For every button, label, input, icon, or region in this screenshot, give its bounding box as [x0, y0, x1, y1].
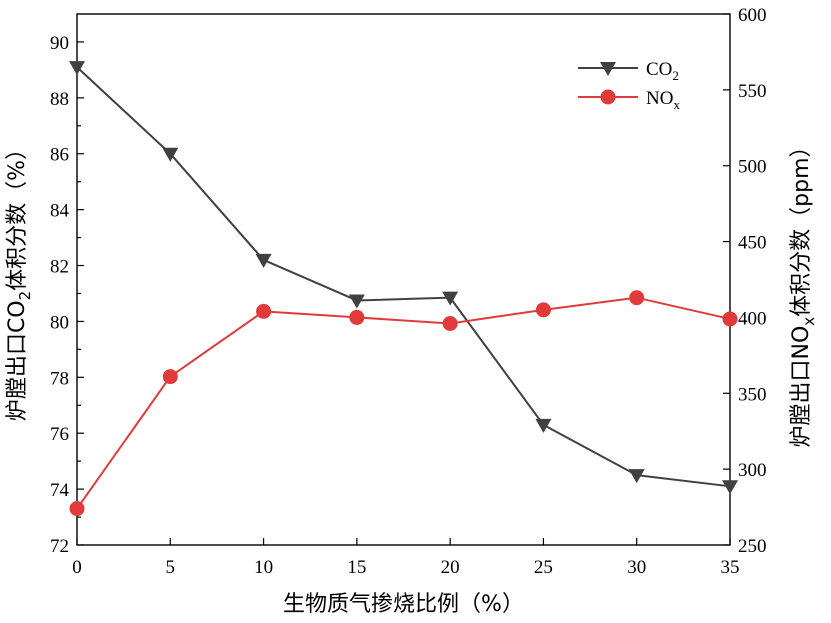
y-right-tick-label: 500: [738, 157, 767, 178]
data-point: [535, 302, 551, 318]
x-tick-label: 15: [347, 557, 366, 578]
data-point: [349, 309, 365, 325]
x-tick-label: 10: [254, 557, 273, 578]
legend-label-sub: 2: [672, 68, 679, 83]
data-point: [162, 369, 178, 385]
data-point: [69, 61, 85, 76]
y-right-tick-label: 250: [738, 536, 767, 557]
y-left-axis-title-subscript: 2: [16, 291, 34, 301]
legend-label-sub: x: [673, 97, 680, 112]
data-point: [348, 294, 365, 309]
y-left-tick-label: 72: [50, 536, 69, 557]
y-right-tick-label: 600: [738, 5, 767, 26]
data-point: [69, 501, 85, 517]
y-right-axis-title: 炉膛出口NOx体积分数（ppm）: [789, 135, 818, 447]
y-right-axis-title-subscript: x: [800, 317, 818, 326]
series-group: [69, 61, 738, 517]
y-left-axis-title-part-1: 炉膛出口CO: [5, 300, 30, 421]
series-line: [76, 296, 731, 510]
y-left-tick-label: 84: [50, 201, 70, 222]
legend-marker: [600, 89, 616, 105]
y-left-tick-label: 76: [50, 424, 69, 445]
legend: CO2 NOx: [578, 59, 680, 112]
data-point: [722, 480, 738, 495]
axis-titles: 生物质气掺烧比例（%） 炉膛出口CO2体积分数（%） 炉膛出口NOx体积分数（ppm…: [5, 135, 818, 617]
x-tick-label: 25: [534, 557, 553, 578]
legend-label: NOx: [646, 88, 680, 112]
data-point: [628, 469, 645, 484]
data-point: [442, 291, 459, 306]
y-right-axis-title-part-1: 炉膛出口NO: [789, 326, 814, 448]
y-left-axis-title: 炉膛出口CO2体积分数（%）: [5, 138, 34, 421]
data-point: [442, 315, 458, 331]
x-tick-label: 20: [441, 557, 460, 578]
legend-label-base: NO: [646, 88, 673, 109]
y-right-tick-label: 550: [738, 81, 767, 102]
data-point: [722, 311, 738, 327]
y-left-tick-label: 86: [50, 145, 69, 166]
y-right-tick-label: 300: [738, 460, 767, 481]
y-left-tick-label: 74: [50, 480, 70, 501]
series-co2: [69, 61, 738, 495]
axes-group: 0 5 10 15 20 25 30 35 72 74 76 78 80 82 84 86 88 90 250 300…: [50, 5, 767, 578]
plot-frame: [76, 13, 731, 546]
y-left-tick-label: 78: [50, 368, 69, 389]
x-tick-label: 0: [72, 557, 82, 578]
series-nox: [69, 290, 738, 517]
data-point: [162, 147, 179, 162]
y-right-tick-label: 350: [738, 384, 767, 405]
y-right-tick-label: 400: [738, 308, 767, 329]
y-right-axis-title-part-2: 体积分数（ppm）: [789, 135, 814, 316]
x-axis-title: 生物质气掺烧比例（%）: [283, 592, 524, 617]
data-point: [535, 418, 552, 433]
data-point: [255, 253, 272, 268]
legend-marker: [600, 62, 616, 76]
y-right-tick-label: 450: [738, 233, 767, 254]
x-tick-label: 5: [166, 557, 176, 578]
y-left-axis-title-part-2: 体积分数（%）: [5, 138, 30, 291]
y-left-tick-label: 90: [50, 33, 69, 54]
y-left-tick-label: 88: [50, 89, 69, 110]
x-tick-label: 35: [721, 557, 740, 578]
y-left-tick-label: 82: [50, 257, 69, 278]
data-point: [256, 303, 272, 319]
series-line: [76, 66, 731, 488]
legend-label-base: CO: [646, 59, 672, 80]
x-tick-label: 30: [627, 557, 646, 578]
data-point: [629, 290, 645, 306]
y-left-tick-label: 80: [50, 312, 69, 333]
legend-label: CO2: [646, 59, 679, 83]
